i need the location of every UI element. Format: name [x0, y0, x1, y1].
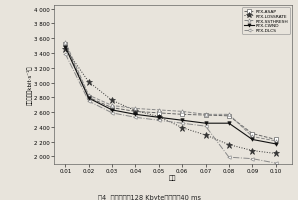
X-axis label: 子帧: 子帧: [169, 175, 177, 180]
RTX-CWND: [110, 109, 114, 112]
RTX-ASAP: [251, 133, 254, 135]
RTX-CWND: [180, 119, 184, 122]
Legend: RTX-ASAP, RTX-LOSSRATE, RTX-SSTHRESH, RTX-CWND, RTX-DLCS: RTX-ASAP, RTX-LOSSRATE, RTX-SSTHRESH, RT…: [242, 8, 290, 35]
RTX-CWND: [63, 47, 67, 49]
RTX-CWND: [204, 122, 207, 125]
RTX-CWND: [157, 117, 161, 119]
RTX-SSTHRESH: [110, 105, 114, 107]
RTX-DLCS: [134, 117, 137, 119]
RTX-DLCS: [227, 156, 231, 159]
RTX-LOSSRATE: [227, 144, 231, 146]
RTX-SSTHRESH: [157, 109, 161, 112]
RTX-DLCS: [274, 162, 277, 164]
RTX-SSTHRESH: [134, 108, 137, 110]
RTX-ASAP: [204, 114, 207, 117]
Line: RTX-ASAP: RTX-ASAP: [63, 43, 277, 141]
Y-axis label: 吞吐量／（kbit·s⁻¹）: 吞吐量／（kbit·s⁻¹）: [26, 65, 32, 105]
RTX-CWND: [227, 122, 231, 125]
RTX-DLCS: [157, 119, 161, 122]
RTX-LOSSRATE: [251, 150, 254, 152]
RTX-ASAP: [63, 44, 67, 46]
RTX-ASAP: [134, 111, 137, 113]
RTX-LOSSRATE: [180, 127, 184, 129]
Line: RTX-LOSSRATE: RTX-LOSSRATE: [62, 46, 279, 157]
RTX-LOSSRATE: [63, 48, 67, 51]
RTX-LOSSRATE: [87, 81, 91, 84]
RTX-LOSSRATE: [274, 153, 277, 155]
RTX-DLCS: [204, 125, 207, 128]
RTX-ASAP: [110, 107, 114, 109]
RTX-SSTHRESH: [63, 42, 67, 44]
RTX-ASAP: [180, 114, 184, 116]
RTX-SSTHRESH: [204, 114, 207, 116]
Line: RTX-DLCS: RTX-DLCS: [63, 53, 277, 165]
RTX-LOSSRATE: [157, 116, 161, 118]
RTX-LOSSRATE: [204, 134, 207, 137]
RTX-ASAP: [274, 139, 277, 141]
RTX-CWND: [134, 114, 137, 116]
RTX-SSTHRESH: [180, 111, 184, 113]
RTX-ASAP: [87, 97, 91, 99]
RTX-CWND: [87, 97, 91, 100]
RTX-LOSSRATE: [134, 110, 137, 112]
RTX-DLCS: [180, 122, 184, 125]
RTX-CWND: [274, 143, 277, 145]
RTX-SSTHRESH: [87, 94, 91, 97]
Text: 图4  接收缓存为128 Kbyte，延迟为40 ms: 图4 接收缓存为128 Kbyte，延迟为40 ms: [97, 193, 201, 200]
RTX-DLCS: [251, 158, 254, 160]
RTX-ASAP: [227, 115, 231, 117]
RTX-SSTHRESH: [227, 114, 231, 116]
RTX-CWND: [251, 139, 254, 141]
Line: RTX-SSTHRESH: RTX-SSTHRESH: [63, 41, 277, 143]
RTX-DLCS: [63, 53, 67, 56]
RTX-ASAP: [157, 112, 161, 114]
RTX-DLCS: [87, 100, 91, 103]
RTX-SSTHRESH: [274, 140, 277, 142]
Line: RTX-CWND: RTX-CWND: [63, 46, 277, 146]
RTX-SSTHRESH: [251, 136, 254, 138]
RTX-LOSSRATE: [110, 100, 114, 102]
RTX-DLCS: [110, 112, 114, 114]
